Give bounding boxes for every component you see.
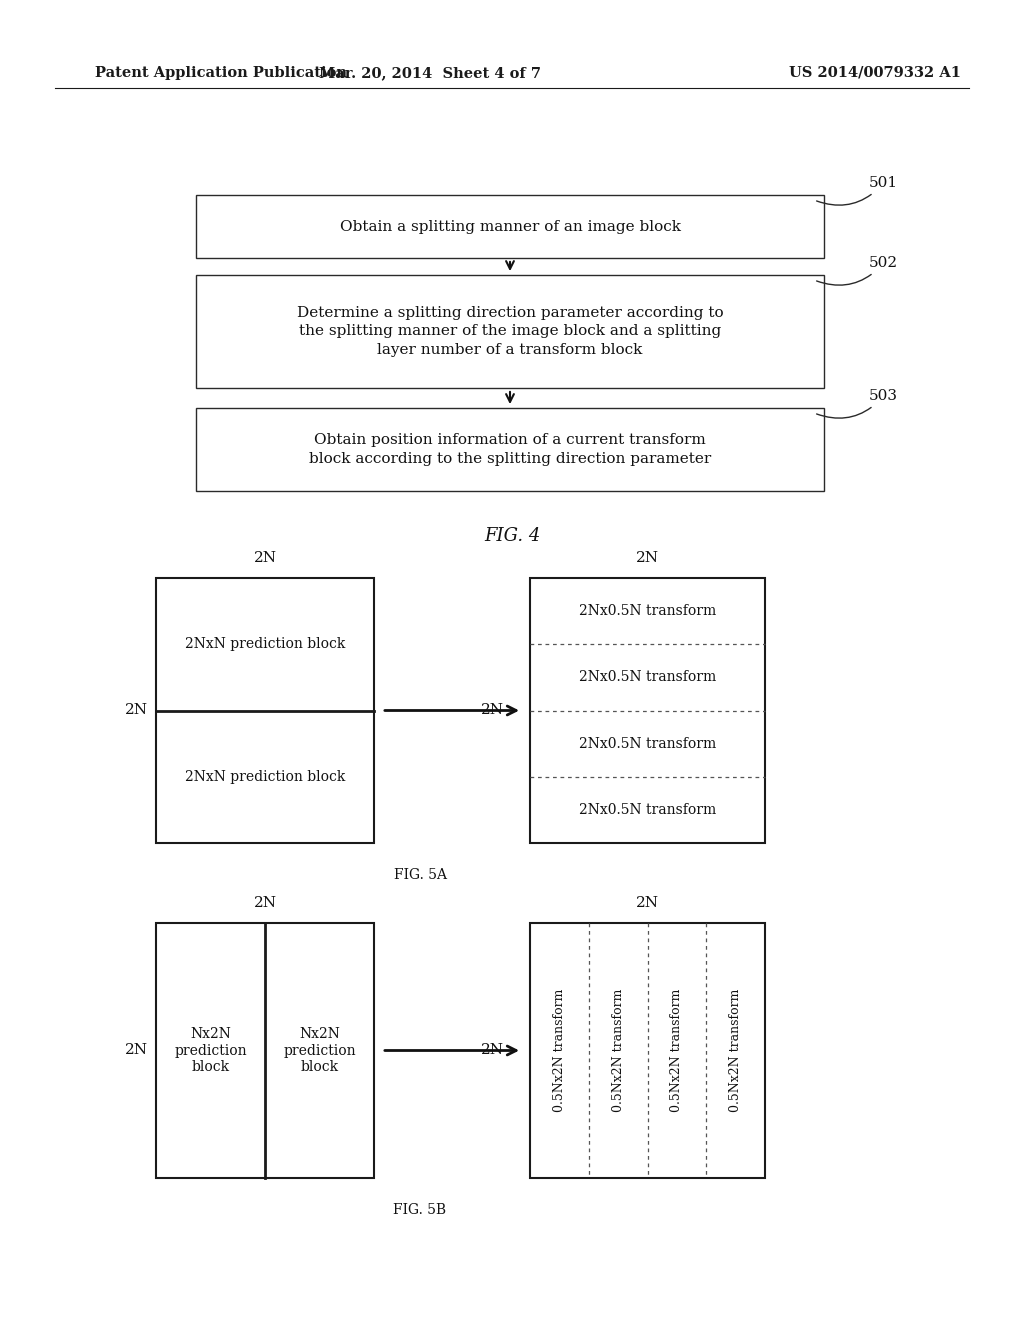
Text: US 2014/0079332 A1: US 2014/0079332 A1 (790, 66, 961, 81)
Text: 2N: 2N (125, 704, 147, 718)
Text: Nx2N
prediction
block: Nx2N prediction block (284, 1027, 355, 1073)
Text: 2Nx0.5N transform: 2Nx0.5N transform (579, 737, 716, 751)
Text: 2N: 2N (636, 896, 659, 909)
Text: 2N: 2N (254, 550, 276, 565)
Text: 2NxN prediction block: 2NxN prediction block (184, 770, 345, 784)
Bar (530, 578, 765, 843)
Text: Obtain position information of a current transform
block according to the splitt: Obtain position information of a current… (309, 433, 711, 466)
Text: 0.5Nx2N transform: 0.5Nx2N transform (729, 989, 742, 1113)
Bar (196, 408, 824, 491)
Text: 0.5Nx2N transform: 0.5Nx2N transform (671, 989, 683, 1113)
Text: 2N: 2N (480, 704, 504, 718)
Text: 503: 503 (816, 389, 898, 418)
Bar (156, 923, 374, 1177)
Text: Determine a splitting direction parameter according to
the splitting manner of t: Determine a splitting direction paramete… (297, 306, 723, 356)
Bar (156, 578, 374, 843)
Text: 2N: 2N (480, 1044, 504, 1057)
Text: 502: 502 (816, 256, 898, 285)
Text: 2Nx0.5N transform: 2Nx0.5N transform (579, 605, 716, 618)
Text: 2Nx0.5N transform: 2Nx0.5N transform (579, 671, 716, 684)
Text: 0.5Nx2N transform: 0.5Nx2N transform (611, 989, 625, 1113)
Text: Obtain a splitting manner of an image block: Obtain a splitting manner of an image bl… (340, 219, 681, 234)
Text: 2N: 2N (636, 550, 659, 565)
Text: Mar. 20, 2014  Sheet 4 of 7: Mar. 20, 2014 Sheet 4 of 7 (319, 66, 541, 81)
Text: FIG. 4: FIG. 4 (483, 527, 541, 545)
Bar (530, 923, 765, 1177)
Text: 2N: 2N (125, 1044, 147, 1057)
Text: 0.5Nx2N transform: 0.5Nx2N transform (553, 989, 566, 1113)
Bar (196, 275, 824, 388)
Text: 2N: 2N (254, 896, 276, 909)
Text: 2NxN prediction block: 2NxN prediction block (184, 638, 345, 651)
Text: FIG. 5B: FIG. 5B (393, 1203, 446, 1217)
Text: 2Nx0.5N transform: 2Nx0.5N transform (579, 803, 716, 817)
Text: 501: 501 (816, 176, 898, 205)
Bar (196, 195, 824, 257)
Text: Nx2N
prediction
block: Nx2N prediction block (174, 1027, 247, 1073)
Text: FIG. 5A: FIG. 5A (393, 869, 446, 882)
Text: Patent Application Publication: Patent Application Publication (95, 66, 347, 81)
